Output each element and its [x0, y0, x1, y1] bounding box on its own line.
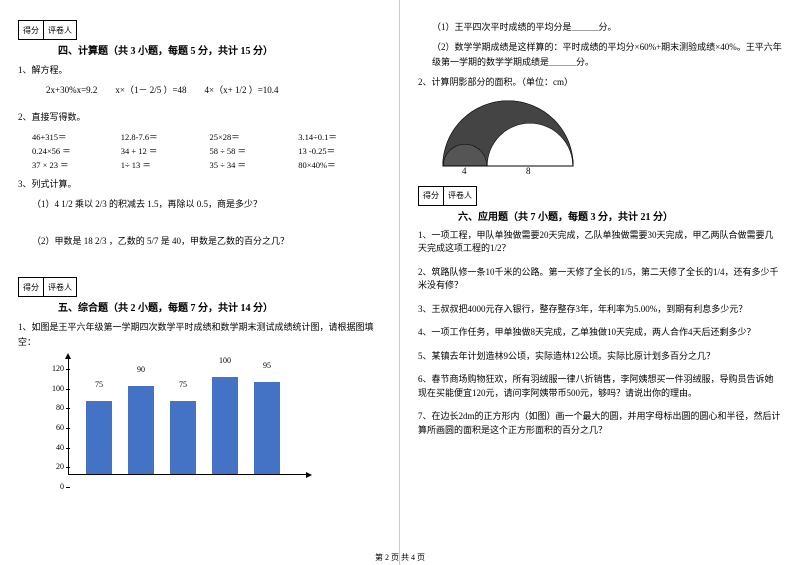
bar: [254, 382, 280, 475]
q6-3: 3、王叔叔把4000元存入银行，整存整存3年，年利率为5.00%，到期有利息多少…: [418, 303, 782, 317]
fig-label-8: 8: [526, 166, 531, 176]
score-box-4: 得分 评卷人: [18, 20, 381, 40]
cell: 80×40%＝: [298, 159, 381, 171]
q6-4: 4、一项工作任务，甲单独做8天完成，乙单独做10天完成，两人合作4天后还剩多少？: [418, 326, 782, 340]
y-tick-label: 120: [48, 364, 64, 373]
fig-label-4: 4: [462, 166, 467, 176]
cell: 46+315＝: [32, 131, 115, 143]
bar-chart: 02040608010012075907510095: [18, 357, 381, 487]
grader-label: 评卷人: [43, 277, 77, 297]
r2: （2）数学学期成绩是这样算的：平时成绩的平均分×60%+期末测验成绩×40%。王…: [418, 40, 782, 69]
section-4-title: 四、计算题（共 3 小题，每题 5 分，共计 15 分）: [58, 42, 381, 57]
score-box-6: 得分 评卷人: [418, 186, 782, 206]
q6-5: 5、某镇去年计划造林9公顷，实际造林12公顷。实际比原计划多百分之几？: [418, 350, 782, 364]
bar: [86, 401, 112, 475]
q5-1: 1、如图是王平六年级第一学期四次数学平时成绩和数学期末测试成绩统计图，请根据图填…: [18, 320, 381, 349]
section-6-title: 六、应用题（共 7 小题，每题 3 分，共计 21 分）: [458, 208, 782, 223]
cell: 37 × 23 ＝: [32, 159, 115, 171]
score-label: 得分: [418, 186, 444, 206]
cell: 13 -0.25＝: [298, 145, 381, 157]
q4-3-1: （1）4 1/2 乘以 2/3 的积减去 1.5，再除以 0.5，商是多少？: [18, 197, 381, 210]
bar-label: 90: [128, 365, 154, 374]
grader-label: 评卷人: [443, 186, 477, 206]
bar-label: 75: [170, 380, 196, 389]
score-label: 得分: [18, 20, 44, 40]
y-tick-label: 40: [48, 443, 64, 452]
cell: 35 ÷ 34 ＝: [210, 159, 293, 171]
bar-label: 100: [212, 356, 238, 365]
cell: 12.8-7.6＝: [121, 131, 204, 143]
q4-3-label: 3、列式计算。: [18, 177, 381, 191]
q4-2-label: 2、直接写得数。: [18, 110, 381, 124]
q4-2-grid: 46+315＝ 12.8-7.6＝ 25×28＝ 3.14÷0.1＝ 0.24×…: [18, 131, 381, 171]
bar: [170, 401, 196, 475]
bar-label: 95: [254, 361, 280, 370]
bar: [128, 386, 154, 475]
semicircle-figure: 4 8: [438, 96, 782, 178]
y-tick-label: 100: [48, 384, 64, 393]
cell: 3.14÷0.1＝: [298, 131, 381, 143]
q6-1: 1、一项工程，甲队单独做需要20天完成，乙队单独做需要30天完成，甲乙两队合做需…: [418, 229, 782, 256]
q4-1-label: 1、解方程。: [18, 63, 381, 77]
r1: （1）王平四次平时成绩的平均分是＿＿＿分。: [418, 20, 782, 34]
bar-label: 75: [86, 380, 112, 389]
y-tick-label: 20: [48, 462, 64, 471]
cell: 58 ÷ 58 ＝: [210, 145, 293, 157]
grader-label: 评卷人: [43, 20, 77, 40]
cell: 25×28＝: [210, 131, 293, 143]
y-tick-label: 60: [48, 423, 64, 432]
score-box-5: 得分 评卷人: [18, 277, 381, 297]
r3: 2、计算阴影部分的面积。（单位：cm）: [418, 75, 782, 89]
y-tick-label: 0: [48, 482, 64, 491]
page-footer: 第 2 页 共 4 页: [0, 552, 800, 563]
cell: 34 + 12 ＝: [121, 145, 204, 157]
section-5-title: 五、综合题（共 2 小题，每题 7 分，共计 14 分）: [58, 299, 381, 314]
q6-7: 7、在边长2dm的正方形内（如图）画一个最大的圆，并用字母标出圆的圆心和半径，然…: [418, 410, 782, 437]
score-label: 得分: [18, 277, 44, 297]
q4-1-eq: 2x+30%x=9.2 x×（1－ 2/5 ）=48 4×（x+ 1/2 ）=1…: [18, 83, 381, 96]
bar: [212, 377, 238, 475]
q4-3-2: （2）甲数是 18 2/3 ，乙数的 5/7 是 40，甲数是乙数的百分之几？: [18, 234, 381, 247]
q6-6: 6、春节商场购物狂欢，所有羽绒服一律八折销售，李阿姨想买一件羽绒服，导购员告诉她…: [418, 373, 782, 400]
cell: 0.24×56 ＝: [32, 145, 115, 157]
cell: 1÷ 13 ＝: [121, 159, 204, 171]
y-tick-label: 80: [48, 403, 64, 412]
q6-2: 2、筑路队修一条10千米的公路。第一天修了全长的1/5，第二天修了全长的1/4，…: [418, 266, 782, 293]
